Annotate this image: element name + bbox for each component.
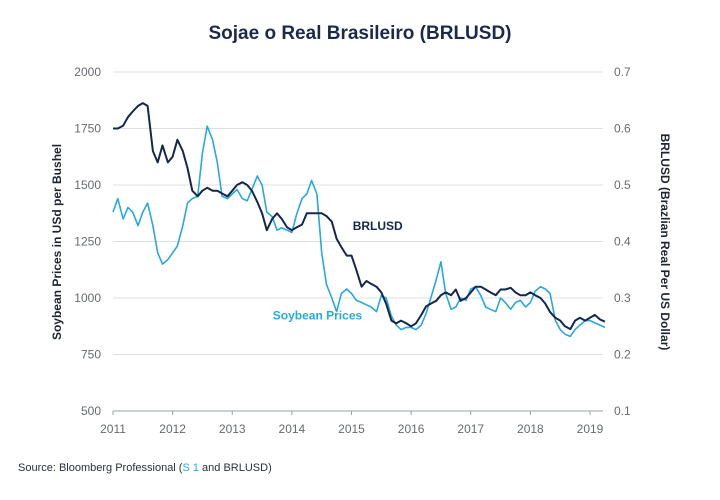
x-tick-label: 2018	[517, 422, 544, 436]
annotation-brlusd: BRLUSD	[353, 219, 403, 233]
x-tick-label: 2016	[398, 422, 425, 436]
y-right-tick-label: 0.6	[614, 122, 631, 136]
series-annotations: BRLUSD Soybean Prices	[273, 219, 403, 322]
gridlines	[113, 71, 603, 412]
x-tick-label: 2012	[159, 422, 186, 436]
x-tick-label: 2017	[457, 422, 484, 436]
source-note: Source: Bloomberg Professional (S 1 and …	[18, 462, 272, 474]
y-left-tick-label: 500	[81, 404, 101, 418]
source-highlight: S 1	[182, 462, 199, 474]
x-tick-label: 2011	[100, 422, 126, 436]
y-right-tick-label: 0.3	[614, 291, 631, 305]
y-left-tick-label: 1750	[74, 122, 101, 136]
y-right-tick-label: 0.7	[614, 65, 631, 79]
x-tick-label: 2013	[219, 422, 246, 436]
y-right-tick-label: 0.4	[614, 235, 631, 249]
series-line-soybean-prices	[112, 125, 606, 338]
series-lines	[112, 102, 606, 338]
source-prefix: Source: Bloomberg Professional (	[18, 462, 183, 474]
y-axis-right-label: BRLUSD (Brazlian Real Per US Dollar)	[658, 134, 672, 351]
x-tick-label: 2019	[577, 422, 604, 436]
y-left-tick-label: 1000	[74, 291, 101, 305]
y-left-tick-label: 750	[81, 348, 101, 362]
y-left-tick-label: 1500	[74, 178, 101, 192]
series-line-brlusd	[113, 102, 606, 331]
source-suffix: and BRLUSD)	[198, 462, 272, 474]
y-left-tick-label: 1250	[74, 235, 101, 249]
y-right-tick-label: 0.1	[614, 404, 631, 418]
chart-title: Sojae o Real Brasileiro (BRLUSD)	[208, 23, 511, 44]
axes: 500 750 1000 1250 1500 1750 2000 0.1 0.2 0.3 0.4 0.…	[74, 65, 631, 436]
annotation-soybean-prices: Soybean Prices	[273, 308, 363, 322]
y-right-tick-label: 0.2	[614, 348, 631, 362]
y-left-tick-label: 2000	[74, 65, 101, 79]
y-axis-left-label: Soybean Prices in USd per Bushel	[50, 144, 64, 340]
y-right-tick-label: 0.5	[614, 178, 631, 192]
x-tick-label: 2015	[338, 422, 365, 436]
x-tick-label: 2014	[279, 422, 306, 436]
